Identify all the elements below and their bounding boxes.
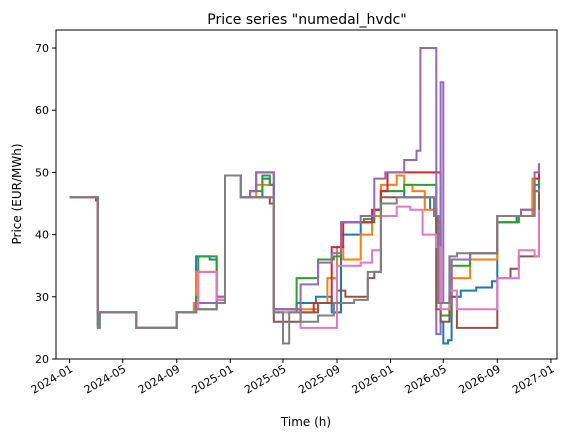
- y-axis-label: Price (EUR/MWh): [10, 143, 24, 244]
- y-axis: 20 30 40 50 60 70: [35, 42, 56, 366]
- y-tick-label: 20: [35, 353, 49, 366]
- y-tick-label: 40: [35, 229, 49, 242]
- x-axis-label: Time (h): [280, 415, 331, 429]
- axes-frame: [55, 29, 558, 360]
- y-tick-label: 30: [35, 291, 49, 304]
- chart-title: Price series "numedal_hvdc": [207, 12, 407, 28]
- series-line-8: [69, 174, 540, 345]
- plot-area: [69, 47, 540, 345]
- y-tick-label: 50: [35, 166, 49, 179]
- y-tick-label: 70: [35, 42, 49, 55]
- series-layer: [69, 47, 540, 345]
- y-tick-label: 60: [35, 104, 49, 117]
